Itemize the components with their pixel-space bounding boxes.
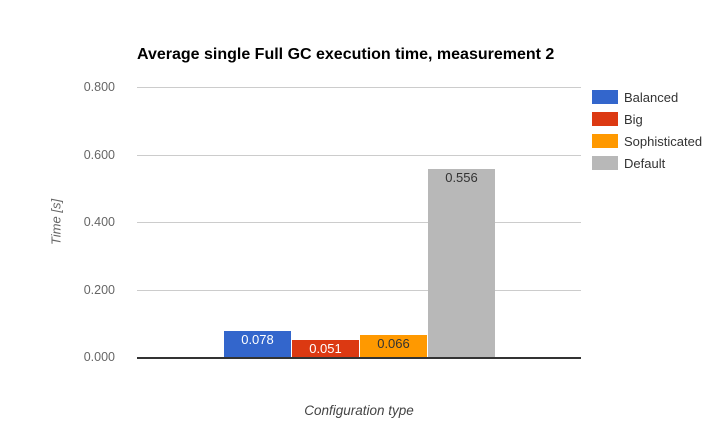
legend: Balanced Big Sophisticated Default bbox=[592, 86, 702, 174]
legend-item-default: Default bbox=[592, 152, 702, 174]
legend-swatch bbox=[592, 156, 618, 170]
legend-swatch bbox=[592, 112, 618, 126]
bar-default: 0.556 bbox=[428, 169, 495, 357]
legend-item-big: Big bbox=[592, 108, 702, 130]
bar-big: 0.051 bbox=[292, 340, 359, 357]
y-tick-label: 0.800 bbox=[83, 80, 115, 94]
x-axis-title: Configuration type bbox=[304, 403, 414, 418]
y-tick-label: 0.200 bbox=[83, 282, 115, 297]
y-tick-label: 0.000 bbox=[83, 350, 115, 364]
plot-area: 0.078 0.051 0.066 0.556 bbox=[137, 87, 581, 359]
gridline bbox=[137, 87, 581, 88]
legend-item-balanced: Balanced bbox=[592, 86, 702, 108]
bar-sophisticated: 0.066 bbox=[360, 335, 427, 357]
legend-item-sophisticated: Sophisticated bbox=[592, 130, 702, 152]
y-tick-label: 0.600 bbox=[83, 147, 115, 162]
chart-title: Average single Full GC execution time, m… bbox=[137, 46, 555, 63]
y-tick-label: 0.400 bbox=[83, 215, 115, 229]
gridline bbox=[137, 289, 581, 291]
bar-value-label: 0.051 bbox=[309, 341, 342, 356]
gridline bbox=[137, 154, 581, 156]
bar-value-label: 0.556 bbox=[445, 170, 478, 185]
gridline bbox=[137, 222, 581, 223]
legend-swatch bbox=[592, 134, 618, 148]
bar-value-label: 0.066 bbox=[377, 336, 410, 351]
legend-label: Sophisticated bbox=[624, 133, 703, 149]
bar-balanced: 0.078 bbox=[224, 331, 291, 357]
bar-value-label: 0.078 bbox=[241, 332, 274, 347]
legend-label: Default bbox=[624, 155, 666, 171]
legend-label: Big bbox=[624, 111, 643, 127]
legend-label: Balanced bbox=[624, 89, 679, 105]
legend-swatch bbox=[592, 90, 618, 104]
